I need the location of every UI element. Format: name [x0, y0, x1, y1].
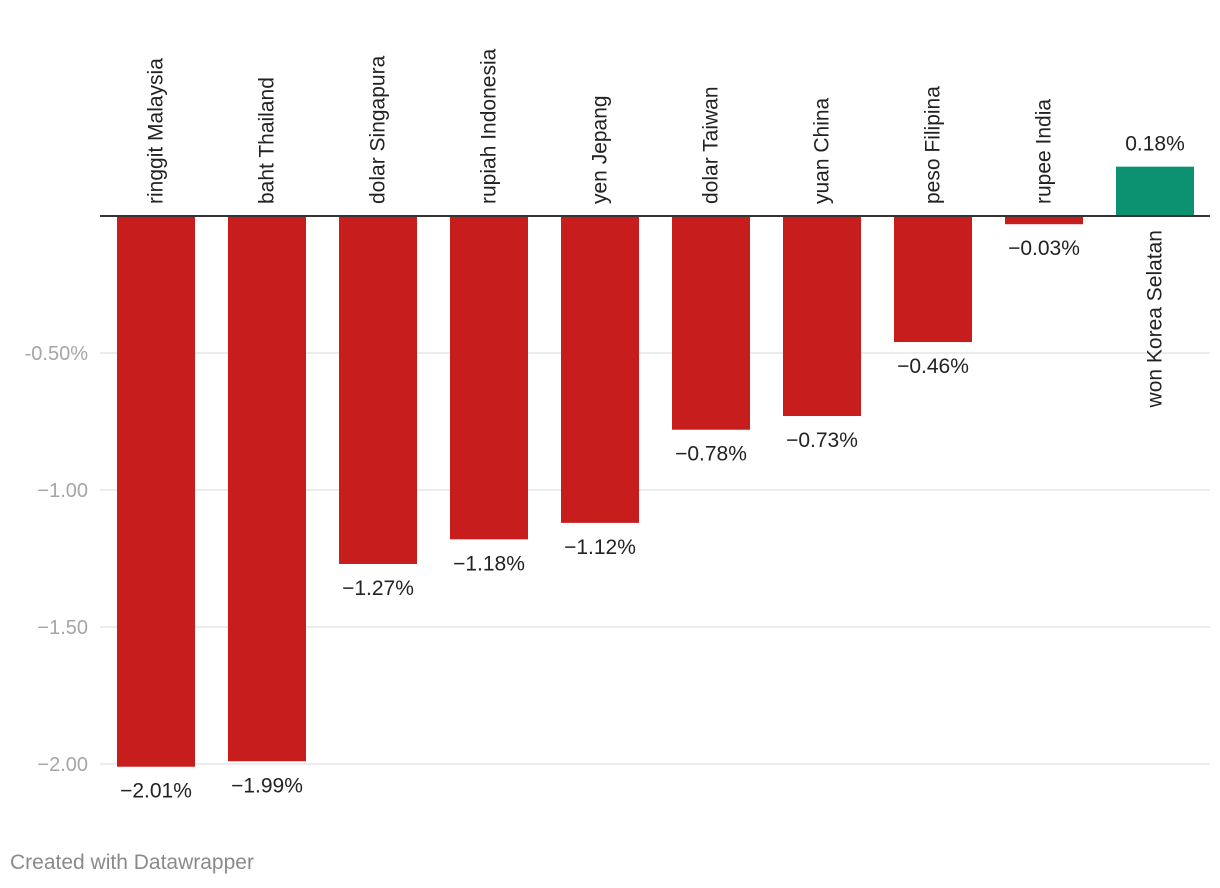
category-label: won Korea Selatan — [1144, 230, 1167, 408]
bar — [450, 216, 528, 540]
value-label: −0.78% — [675, 443, 747, 466]
y-axis-tick-labels: -0.50% −1.00 −1.50 −2.00 — [25, 343, 89, 776]
bars — [117, 166, 1194, 767]
bar — [1005, 216, 1083, 225]
category-label: yuan China — [811, 97, 834, 204]
value-label: −1.18% — [453, 552, 525, 575]
bar — [783, 216, 861, 417]
value-label: −1.12% — [564, 536, 636, 559]
category-label: rupiah Indonesia — [478, 48, 501, 204]
category-label: yen Jepang — [589, 95, 612, 204]
bar — [117, 216, 195, 767]
value-label: −0.03% — [1008, 237, 1080, 260]
y-tick-label: -0.50% — [25, 343, 89, 365]
value-label: −2.01% — [120, 780, 192, 803]
value-label: −0.46% — [897, 355, 969, 378]
category-label: dolar Singapura — [367, 55, 390, 204]
value-label: −1.27% — [342, 577, 414, 600]
value-label: −1.99% — [231, 774, 303, 797]
bar — [1116, 166, 1194, 216]
bar — [339, 216, 417, 564]
y-tick-label: −2.00 — [37, 754, 88, 776]
bar — [894, 216, 972, 343]
category-label: peso Filipina — [922, 86, 945, 204]
value-labels: −2.01% −1.99% −1.27% −1.18% −1.12% −0.78% −0.7… — [120, 133, 1185, 803]
credit-text: Created with Datawrapper — [10, 851, 254, 874]
value-label: −0.73% — [786, 429, 858, 452]
y-tick-label: −1.50 — [37, 617, 88, 639]
category-label: baht Thailand — [256, 77, 279, 204]
y-tick-label: −1.00 — [37, 480, 88, 502]
category-label: ringgit Malaysia — [145, 58, 168, 204]
value-label: 0.18% — [1125, 133, 1185, 156]
bar — [561, 216, 639, 523]
bar-chart: -0.50% −1.00 −1.50 −2.00 ringgit Malaysia ba… — [25, 48, 1210, 803]
category-label: rupee India — [1033, 99, 1056, 204]
category-label: dolar Taiwan — [700, 86, 723, 204]
bar — [672, 216, 750, 430]
category-labels: ringgit Malaysia baht Thailand dolar Singa… — [145, 48, 1167, 408]
bar — [228, 216, 306, 762]
